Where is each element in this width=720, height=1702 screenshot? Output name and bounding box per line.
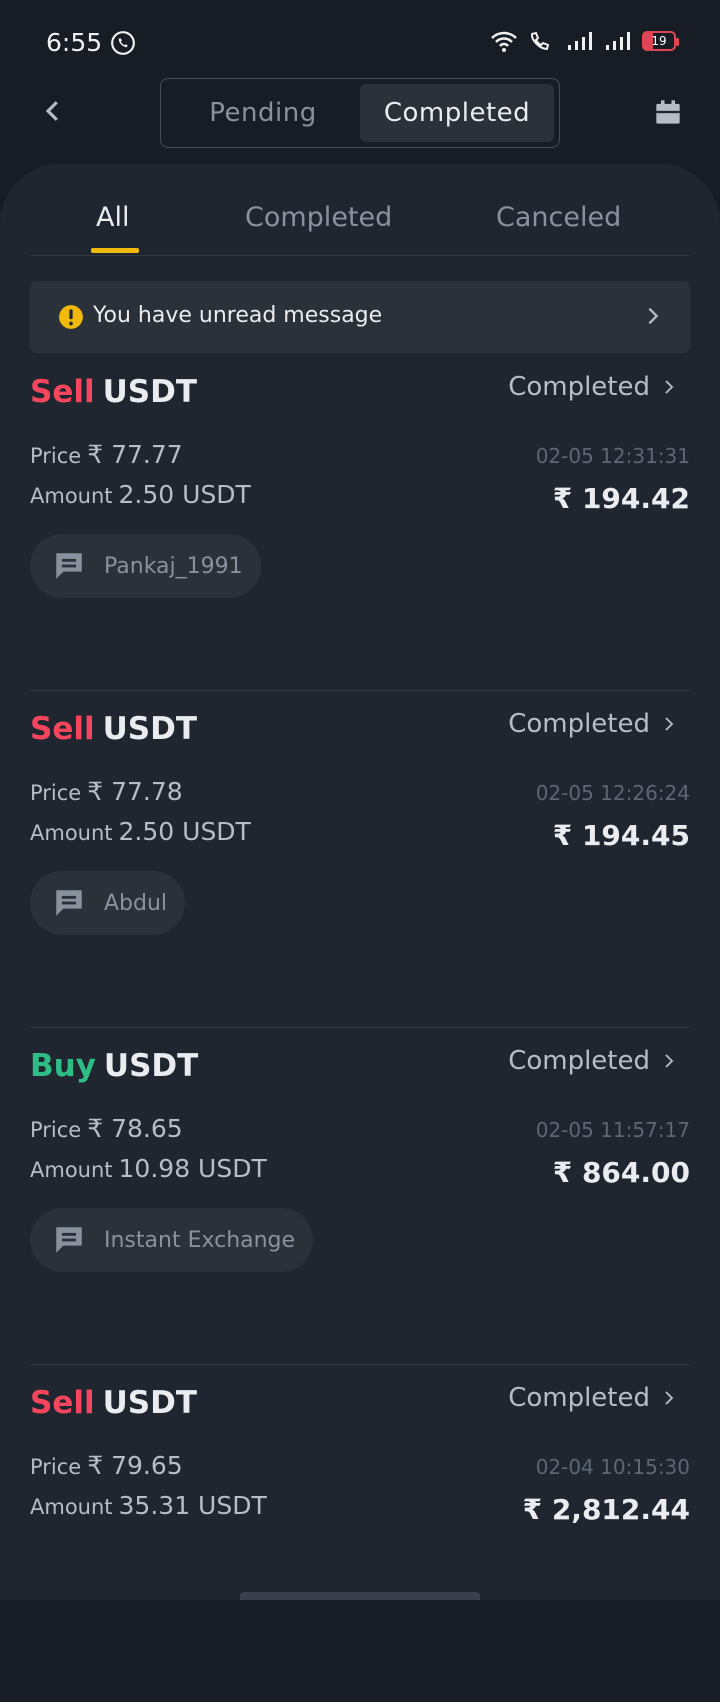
price-label: Price — [30, 781, 82, 805]
orders-sheet: All Completed Canceled You have unread m… — [0, 164, 720, 1600]
battery-level: 19 — [651, 34, 667, 48]
order-card[interactable]: Buy USDT Completed Price ₹ 78.65 Amount 10.… — [30, 1028, 690, 1365]
warning-icon — [59, 305, 83, 329]
amount-label: Amount — [30, 821, 113, 845]
order-time: 02-05 11:57:17 — [535, 1118, 690, 1142]
order-status: Completed — [508, 1383, 650, 1413]
order-title: Sell USDT — [30, 1385, 197, 1421]
chevron-right-icon — [665, 1054, 674, 1068]
tab-all[interactable]: All — [96, 202, 130, 233]
counterparty-name: Abdul — [104, 890, 168, 916]
price-label: Price — [30, 444, 82, 468]
amount-label: Amount — [30, 1158, 113, 1182]
chat-icon — [56, 553, 82, 579]
wifi-call-icon — [530, 31, 550, 51]
status-time: 6:55 — [46, 28, 103, 57]
order-card[interactable]: Sell USDT Completed Price ₹ 77.77 Amount 2.… — [30, 354, 690, 691]
order-status: Completed — [508, 372, 650, 402]
order-total: ₹ 2,812.44 — [522, 1493, 690, 1526]
order-state-segment: Pending Completed — [160, 78, 560, 148]
amount-row: Amount 10.98 USDT — [30, 1154, 267, 1183]
scroll-indicator — [240, 1592, 480, 1600]
chevron-right-icon — [665, 717, 674, 731]
price-row: Price ₹ 77.77 — [30, 440, 183, 469]
status-bar: 6:55 19 — [0, 0, 720, 86]
order-title: Sell USDT — [30, 711, 197, 747]
counterparty-name: Instant Exchange — [104, 1227, 296, 1253]
price-value: ₹ 79.65 — [87, 1451, 183, 1480]
status-icons: 19 — [490, 30, 679, 52]
order-asset: USDT — [102, 1385, 197, 1421]
order-side: Sell — [30, 1385, 95, 1421]
price-row: Price ₹ 77.78 — [30, 777, 183, 806]
chevron-right-icon — [648, 307, 659, 325]
amount-value: 2.50 USDT — [118, 817, 251, 846]
chat-button[interactable]: Abdul — [30, 871, 186, 935]
segment-completed[interactable]: Completed — [360, 84, 554, 142]
chat-icon — [56, 890, 82, 916]
counterparty-name: Pankaj_1991 — [104, 553, 243, 579]
order-asset: USDT — [102, 374, 197, 410]
price-label: Price — [30, 1118, 82, 1142]
order-side: Buy — [30, 1048, 96, 1084]
back-icon[interactable] — [38, 96, 68, 126]
price-row: Price ₹ 79.65 — [30, 1451, 183, 1480]
amount-row: Amount 2.50 USDT — [30, 817, 251, 846]
signal-icon-2 — [606, 32, 630, 50]
order-time: 02-04 10:15:30 — [535, 1455, 690, 1479]
divider — [30, 1364, 690, 1365]
tab-completed[interactable]: Completed — [245, 202, 393, 233]
price-row: Price ₹ 78.65 — [30, 1114, 183, 1143]
order-asset: USDT — [102, 711, 197, 747]
amount-value: 35.31 USDT — [118, 1491, 267, 1520]
divider — [30, 690, 690, 691]
battery-icon: 19 — [642, 31, 679, 51]
order-total: ₹ 194.45 — [552, 819, 690, 852]
chat-button[interactable]: Pankaj_1991 — [30, 534, 261, 598]
order-status: Completed — [508, 1046, 650, 1076]
order-total: ₹ 194.42 — [552, 482, 690, 515]
order-asset: USDT — [103, 1048, 199, 1084]
notice-text: You have unread message — [93, 303, 383, 328]
filter-tabs: All Completed Canceled — [30, 164, 690, 256]
amount-label: Amount — [30, 484, 113, 508]
chat-button[interactable]: Instant Exchange — [30, 1208, 314, 1272]
unread-message-banner[interactable]: You have unread message — [30, 281, 690, 353]
top-bar: Pending Completed — [0, 76, 720, 150]
order-card[interactable]: Sell USDT Completed Price ₹ 79.65 Amount 35… — [30, 1365, 690, 1702]
amount-label: Amount — [30, 1495, 113, 1519]
calendar-icon[interactable] — [654, 98, 682, 126]
order-title: Buy USDT — [30, 1048, 198, 1084]
price-value: ₹ 77.77 — [87, 440, 183, 469]
divider — [30, 1027, 690, 1028]
signal-icon — [568, 32, 592, 50]
order-side: Sell — [30, 711, 95, 747]
tab-canceled[interactable]: Canceled — [496, 202, 622, 233]
chat-icon — [56, 1227, 82, 1253]
price-value: ₹ 77.78 — [87, 777, 183, 806]
order-status: Completed — [508, 709, 650, 739]
chevron-right-icon — [665, 1391, 674, 1405]
order-time: 02-05 12:31:31 — [535, 444, 690, 468]
wifi-icon — [491, 31, 517, 52]
order-side: Sell — [30, 374, 95, 410]
segment-pending[interactable]: Pending — [209, 98, 317, 128]
order-total: ₹ 864.00 — [552, 1156, 690, 1189]
amount-value: 10.98 USDT — [118, 1154, 267, 1183]
whatsapp-icon — [111, 31, 135, 55]
amount-row: Amount 35.31 USDT — [30, 1491, 267, 1520]
chevron-right-icon — [665, 380, 674, 394]
active-tab-indicator — [91, 248, 139, 253]
amount-value: 2.50 USDT — [118, 480, 251, 509]
order-time: 02-05 12:26:24 — [535, 781, 690, 805]
amount-row: Amount 2.50 USDT — [30, 480, 251, 509]
price-label: Price — [30, 1455, 82, 1479]
price-value: ₹ 78.65 — [87, 1114, 183, 1143]
order-card[interactable]: Sell USDT Completed Price ₹ 77.78 Amount 2.… — [30, 691, 690, 1028]
order-title: Sell USDT — [30, 374, 197, 410]
